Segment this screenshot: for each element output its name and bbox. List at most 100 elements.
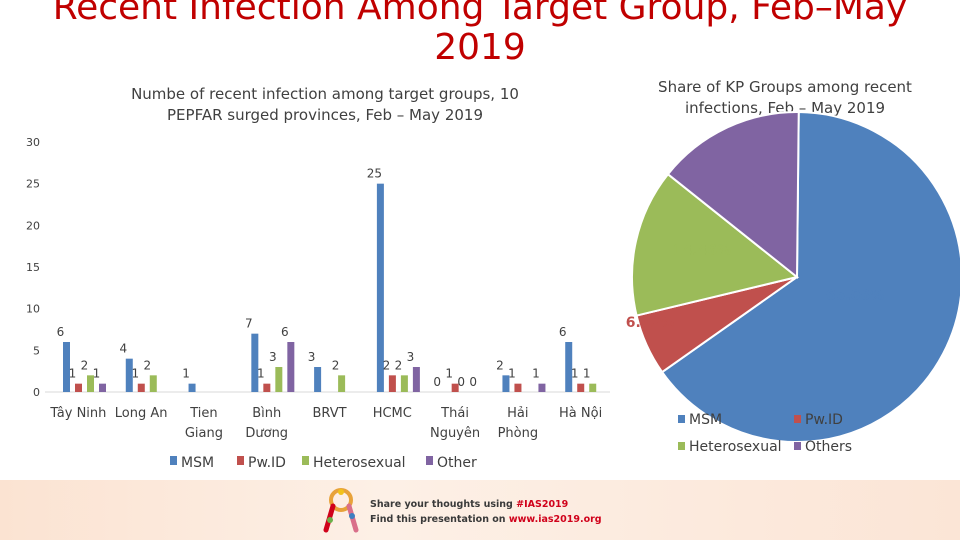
- data-label-pwid-binh-duong: 1: [257, 367, 265, 381]
- data-label-pwid-thai-nguyen: 1: [445, 367, 453, 381]
- x-category-label: Tien: [189, 406, 217, 421]
- pie-chart: 65.06% 6.02% 14.46% 14.46% MSM Pw.ID Heterosex…: [626, 110, 960, 455]
- bar-msm-brvt: [314, 367, 322, 392]
- y-tick-label: 5: [33, 344, 40, 357]
- data-label-other-tay-ninh: 1: [93, 367, 101, 381]
- pie-label-others: 14.46%: [707, 181, 765, 197]
- pie-legend-label-pwid: Pw.ID: [805, 412, 843, 428]
- bar-other-binh-duong: [287, 342, 295, 392]
- data-label-heterosexual-thai-nguyen: 0: [457, 375, 465, 389]
- x-category-label: Long An: [115, 406, 168, 421]
- bar-heterosexual-tay-ninh: [87, 375, 94, 392]
- bar-heterosexual-hcmc: [400, 375, 408, 392]
- x-category-label: Bình: [252, 406, 281, 421]
- bar-heterosexual-long-an: [149, 375, 157, 392]
- pie-legend-label-others: Others: [805, 439, 852, 455]
- x-category-label: Giang: [185, 426, 223, 441]
- data-label-heterosexual-brvt: 2: [332, 358, 340, 372]
- bar-msm-binh-duong: [251, 333, 259, 392]
- data-label-heterosexual-binh-duong: 3: [269, 350, 277, 364]
- x-category-label: Thái: [440, 406, 469, 421]
- pie-label-msm: 65.06%: [826, 288, 884, 304]
- data-label-pwid-tay-ninh: 1: [69, 367, 77, 381]
- pie-legend-swatch-heterosexual: [678, 442, 685, 450]
- y-tick-label: 15: [26, 261, 40, 274]
- bar-heterosexual-ha-noi: [589, 383, 597, 392]
- bar-msm-hai-phong: [502, 375, 510, 392]
- data-label-msm-tay-ninh: 6: [57, 325, 65, 339]
- y-tick-label: 0: [33, 386, 40, 399]
- pie-slice-others: [666, 111, 800, 280]
- bar-other-hcmc: [412, 367, 420, 392]
- data-label-msm-long-an: 4: [119, 342, 127, 356]
- data-label-other-thai-nguyen: 0: [469, 375, 477, 389]
- bar-msm-tay-ninh: [63, 342, 70, 392]
- data-label-heterosexual-long-an: 2: [143, 358, 151, 372]
- data-label-pwid-ha-noi: 1: [571, 367, 579, 381]
- x-category-label: Nguyên: [430, 426, 480, 441]
- bar-pwid-binh-duong: [263, 383, 271, 392]
- pie-chart-subtitle: Share of KP Groups among recent infectio…: [658, 78, 912, 117]
- y-tick-label: 30: [26, 136, 40, 149]
- bar-heterosexual-binh-duong: [275, 367, 283, 392]
- bar-other-hai-phong: [538, 383, 546, 392]
- bar-heterosexual-brvt: [338, 375, 346, 392]
- legend-swatch-pwid: [237, 456, 244, 465]
- data-label-pwid-hcmc: 2: [383, 358, 391, 372]
- x-category-label: Hà Nội: [559, 406, 602, 421]
- data-label-other-hcmc: 3: [407, 350, 415, 364]
- bar-pwid-long-an: [137, 383, 145, 392]
- x-category-label: Dương: [245, 426, 288, 441]
- footer-banner: [0, 480, 960, 540]
- x-category-label: Phòng: [498, 426, 539, 441]
- pie-label-heterosexual: 14.46%: [673, 243, 731, 259]
- pie-label-pwid: 6.02%: [626, 315, 675, 331]
- data-label-heterosexual-ha-noi: 1: [583, 367, 591, 381]
- data-label-msm-binh-duong: 7: [245, 317, 253, 331]
- pie-legend-label-heterosexual: Heterosexual: [689, 439, 782, 455]
- bar-pwid-tay-ninh: [75, 383, 82, 392]
- hashtag-link[interactable]: #IAS2019: [516, 499, 569, 510]
- legend-swatch-heterosexual: [302, 456, 309, 465]
- data-label-other-binh-duong: 6: [281, 325, 289, 339]
- x-category-label: BRVT: [312, 406, 346, 421]
- pie-legend-label-msm: MSM: [689, 412, 722, 428]
- bar-msm-tien-giang: [188, 383, 196, 392]
- legend-swatch-msm: [170, 456, 177, 465]
- legend-label-heterosexual: Heterosexual: [313, 455, 406, 471]
- data-label-pwid-long-an: 1: [131, 367, 139, 381]
- footer-line-1: Share your thoughts using #IAS2019: [370, 499, 569, 510]
- data-label-heterosexual-tay-ninh: 2: [81, 358, 89, 372]
- pie-slice-heterosexual: [631, 172, 800, 317]
- footer-text: Share your thoughts using #IAS2019 Find …: [370, 497, 602, 527]
- data-label-msm-hcmc: 25: [367, 167, 382, 181]
- y-tick-label: 25: [26, 178, 40, 191]
- y-tick-label: 10: [26, 303, 40, 316]
- footer-line-2: Find this presentation on www.ias2019.or…: [370, 514, 602, 525]
- bar-pwid-ha-noi: [577, 383, 585, 392]
- legend-label-msm: MSM: [181, 455, 214, 471]
- bar-other-tay-ninh: [99, 383, 106, 392]
- website-link[interactable]: www.ias2019.org: [508, 514, 602, 525]
- pie-slice-msm: [660, 110, 960, 444]
- x-category-label: Hải: [507, 406, 528, 421]
- data-label-heterosexual-hcmc: 2: [395, 358, 403, 372]
- awareness-ribbon-icon: [323, 488, 359, 533]
- bar-chart-subtitle: Numbe of recent infection among target g…: [131, 85, 519, 124]
- page-title: Recent Infection Among Target Group, Feb…: [52, 0, 908, 68]
- data-label-other-hai-phong: 1: [532, 367, 540, 381]
- data-label-pwid-hai-phong: 1: [508, 367, 516, 381]
- x-category-label: HCMC: [373, 406, 412, 421]
- bar-msm-ha-noi: [565, 342, 573, 392]
- data-label-msm-ha-noi: 6: [559, 325, 567, 339]
- bar-msm-long-an: [125, 358, 133, 392]
- bar-msm-hcmc: [376, 183, 384, 392]
- legend-label-other: Other: [437, 455, 477, 471]
- data-label-msm-tien-giang: 1: [182, 367, 190, 381]
- legend-label-pwid: Pw.ID: [248, 455, 286, 471]
- pie-legend-swatch-msm: [678, 415, 685, 423]
- pie-legend-swatch-pwid: [794, 415, 801, 423]
- legend-swatch-other: [426, 456, 433, 465]
